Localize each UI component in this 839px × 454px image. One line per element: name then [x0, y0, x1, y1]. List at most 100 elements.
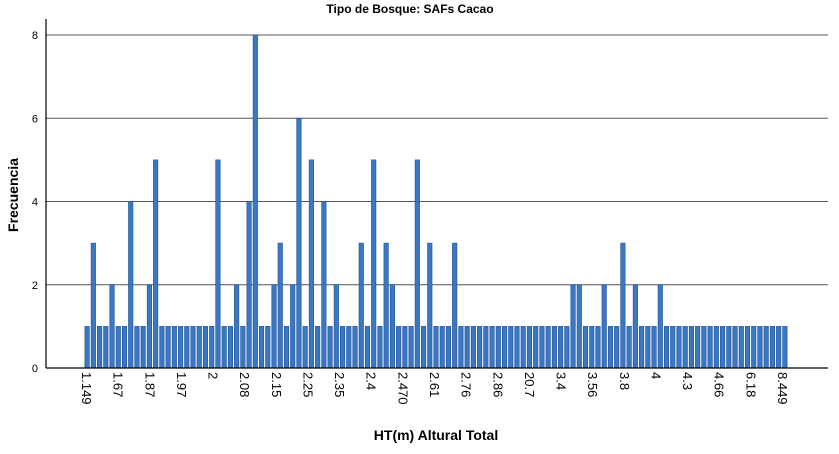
x-tick-label: 2.470 — [395, 372, 410, 405]
bar — [246, 201, 252, 369]
x-tick-label: 2.35 — [332, 372, 347, 397]
bar — [751, 326, 757, 369]
bar — [508, 326, 514, 369]
x-tick-label: 20.7 — [522, 372, 537, 397]
x-tick-label: 2.15 — [269, 372, 284, 397]
x-tick-label: 1.97 — [174, 372, 189, 397]
bar — [402, 326, 408, 369]
bar — [601, 284, 607, 369]
bars — [84, 34, 788, 369]
y-tick-label: 0 — [32, 363, 38, 375]
bar — [84, 326, 90, 369]
bar — [483, 326, 489, 369]
bar — [726, 326, 732, 369]
bar — [776, 326, 782, 369]
bar — [682, 326, 688, 369]
bar — [346, 326, 352, 369]
bar — [427, 242, 433, 369]
bar — [769, 326, 775, 369]
bar — [103, 326, 109, 369]
bar — [97, 326, 103, 369]
x-tick-label: 2.25 — [301, 372, 316, 397]
bar — [396, 326, 402, 369]
x-tick-label: 4.66 — [712, 372, 727, 397]
x-axis-label: HT(m) Altural Total — [374, 427, 498, 443]
x-tick-label: 2.76 — [459, 372, 474, 397]
bar — [371, 159, 377, 369]
bar — [713, 326, 719, 369]
y-tick-label: 6 — [32, 113, 38, 125]
bar — [732, 326, 738, 369]
y-tick-label: 8 — [32, 30, 38, 42]
bar — [614, 326, 620, 369]
x-tick-label: 1.67 — [111, 372, 126, 397]
bar — [165, 326, 171, 369]
bar — [234, 284, 240, 369]
bar — [159, 326, 165, 369]
x-tick-label: 2.08 — [237, 372, 252, 397]
bar — [570, 284, 576, 369]
bar — [558, 326, 564, 369]
bar — [651, 326, 657, 369]
gridlines — [46, 34, 828, 286]
bar — [252, 34, 258, 369]
bar — [452, 242, 458, 369]
bar — [782, 326, 788, 369]
bar — [757, 326, 763, 369]
y-tick-labels: 0 2 4 6 8 — [32, 30, 38, 375]
bar — [321, 201, 327, 369]
bar — [259, 326, 265, 369]
bar — [744, 326, 751, 369]
bar — [333, 284, 339, 369]
bar — [377, 326, 383, 369]
bar — [533, 326, 539, 369]
x-tick-label: 2.86 — [490, 372, 505, 397]
bar — [576, 284, 582, 369]
bar — [308, 159, 314, 369]
bar — [364, 326, 371, 369]
bar — [464, 326, 470, 369]
x-tick-label: 3.8 — [617, 372, 632, 390]
bar — [190, 326, 196, 369]
bar — [526, 326, 533, 369]
bar — [514, 326, 520, 369]
x-tick-label: 2.61 — [427, 372, 442, 397]
bar — [227, 326, 233, 369]
bar — [146, 284, 152, 369]
bar — [645, 326, 651, 369]
bar — [470, 326, 476, 369]
x-tick-label: 8.449 — [775, 372, 790, 405]
bar — [271, 284, 277, 369]
bar — [389, 284, 395, 369]
bar — [383, 242, 389, 369]
bar — [358, 242, 364, 369]
bar — [414, 159, 420, 369]
bar — [632, 284, 638, 369]
bar — [302, 326, 308, 369]
bar — [489, 326, 495, 369]
bar — [670, 326, 676, 369]
bar — [315, 326, 321, 369]
bar — [240, 326, 246, 369]
y-tick-label: 4 — [32, 197, 38, 209]
bar — [196, 326, 202, 369]
bar — [340, 326, 346, 369]
bar — [184, 326, 190, 369]
bar — [283, 326, 290, 369]
bar — [763, 326, 769, 369]
bar — [720, 326, 726, 369]
bar — [545, 326, 551, 369]
bar — [657, 284, 663, 369]
bar — [215, 159, 221, 369]
bar — [495, 326, 501, 369]
bar — [539, 326, 545, 369]
bar — [128, 201, 134, 369]
bar — [202, 326, 209, 369]
bar — [221, 326, 227, 369]
bar — [277, 242, 283, 369]
bar — [420, 326, 427, 369]
bar — [121, 326, 128, 369]
bar — [676, 326, 682, 369]
